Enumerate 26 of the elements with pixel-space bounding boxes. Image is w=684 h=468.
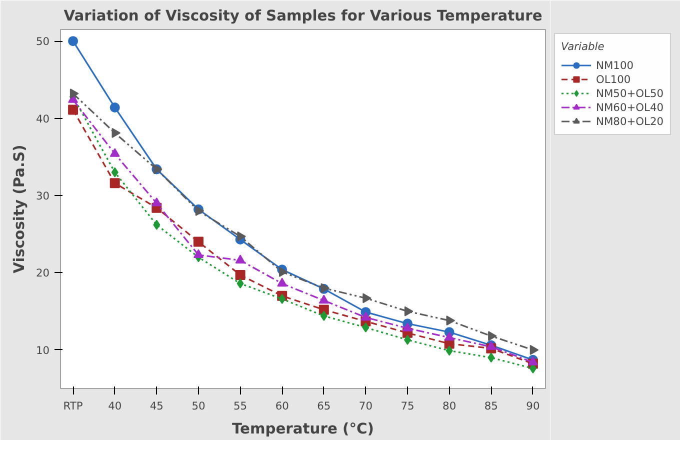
y-axis-title: Viscosity (Pa.S) (10, 144, 28, 274)
legend-label: NM50+OL50 (596, 86, 664, 100)
y-tick-label: 50 (36, 35, 50, 48)
legend-label: NM80+OL20 (596, 114, 664, 128)
x-tick-label: 70 (358, 400, 373, 412)
x-tick-label: 45 (150, 400, 164, 412)
x-tick-label: 80 (442, 400, 456, 412)
y-tick-label: 40 (36, 112, 50, 126)
x-tick-label: 55 (234, 400, 248, 412)
x-tick-label: 85 (484, 400, 498, 412)
x-tick-label: 60 (275, 400, 290, 412)
x-tick-label: 90 (526, 400, 540, 412)
x-tick-label: 65 (317, 400, 331, 412)
x-tick-label: 75 (400, 400, 414, 412)
legend-label: OL100 (596, 72, 631, 86)
x-tick-label: RTP (63, 400, 84, 412)
y-tick-label: 30 (36, 189, 50, 202)
legend-label: NM100 (596, 58, 634, 72)
legend-label: NM60+OL40 (596, 100, 664, 114)
x-axis-title: Temperature (°C) (232, 420, 374, 438)
y-tick-label: 20 (36, 266, 50, 280)
legend-title: Variable (561, 40, 606, 53)
x-tick-label: 50 (192, 400, 206, 412)
x-tick-label: 40 (108, 400, 122, 412)
chart-title: Variation of Viscosity of Samples for Various Temperature (64, 8, 542, 24)
y-tick-label: 10 (36, 344, 50, 357)
